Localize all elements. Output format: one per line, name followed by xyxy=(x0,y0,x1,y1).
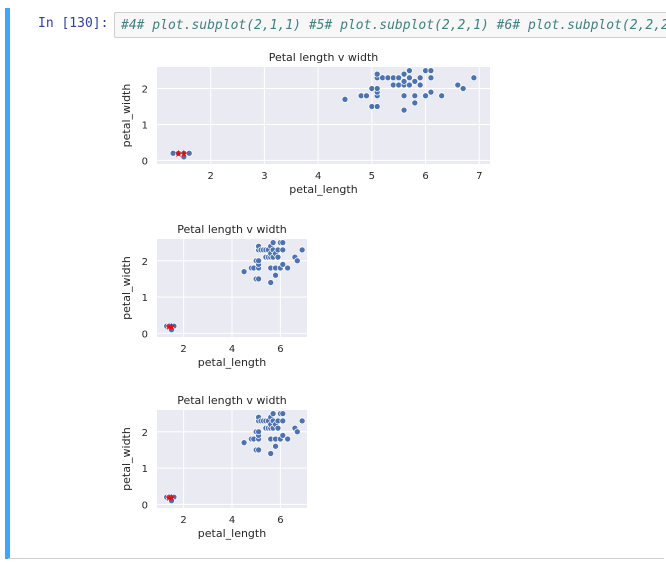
code-cell[interactable] xyxy=(5,8,666,559)
cell-divider xyxy=(8,558,664,559)
code-input[interactable]: #4# plot.subplot(2,1,1) #5# plot.subplot… xyxy=(114,12,666,38)
code-text: #4# plot.subplot(2,1,1) #5# plot.subplot… xyxy=(121,18,666,33)
input-prompt: In [130]: xyxy=(38,16,109,31)
